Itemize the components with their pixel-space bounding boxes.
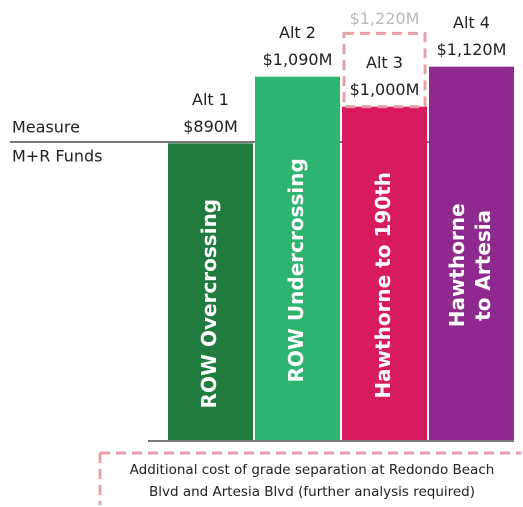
- bar: [342, 106, 427, 441]
- bar: [168, 143, 253, 441]
- bar-label: to Artesia: [471, 210, 495, 321]
- value-label: $1,120M: [437, 40, 507, 59]
- additional-value-label: $1,220M: [350, 9, 420, 28]
- additional-cost: [342, 31, 427, 109]
- value-label: $1,090M: [263, 50, 333, 69]
- bar: [255, 76, 340, 441]
- bar-label: ROW Overcrossing: [197, 199, 221, 409]
- category-label: Alt 4: [453, 13, 490, 32]
- bar-label: Hawthorne: [445, 203, 469, 327]
- bar: [429, 66, 514, 441]
- category-label: Alt 3: [366, 53, 403, 72]
- note-box: [98, 451, 521, 505]
- note-line: Additional cost of grade separation at R…: [130, 462, 495, 478]
- funds-label: M+R Funds: [12, 147, 103, 166]
- category-label: Alt 2: [279, 23, 316, 42]
- bar-label: ROW Undercrossing: [284, 158, 308, 382]
- bar-label: Hawthorne to 190th: [371, 172, 395, 399]
- value-label: $1,000M: [350, 80, 420, 99]
- category-label: Alt 1: [192, 90, 229, 109]
- note-line: Blvd and Artesia Blvd (further analysis …: [149, 484, 475, 500]
- measure-label: Measure: [12, 118, 80, 137]
- value-label: $890M: [183, 117, 238, 136]
